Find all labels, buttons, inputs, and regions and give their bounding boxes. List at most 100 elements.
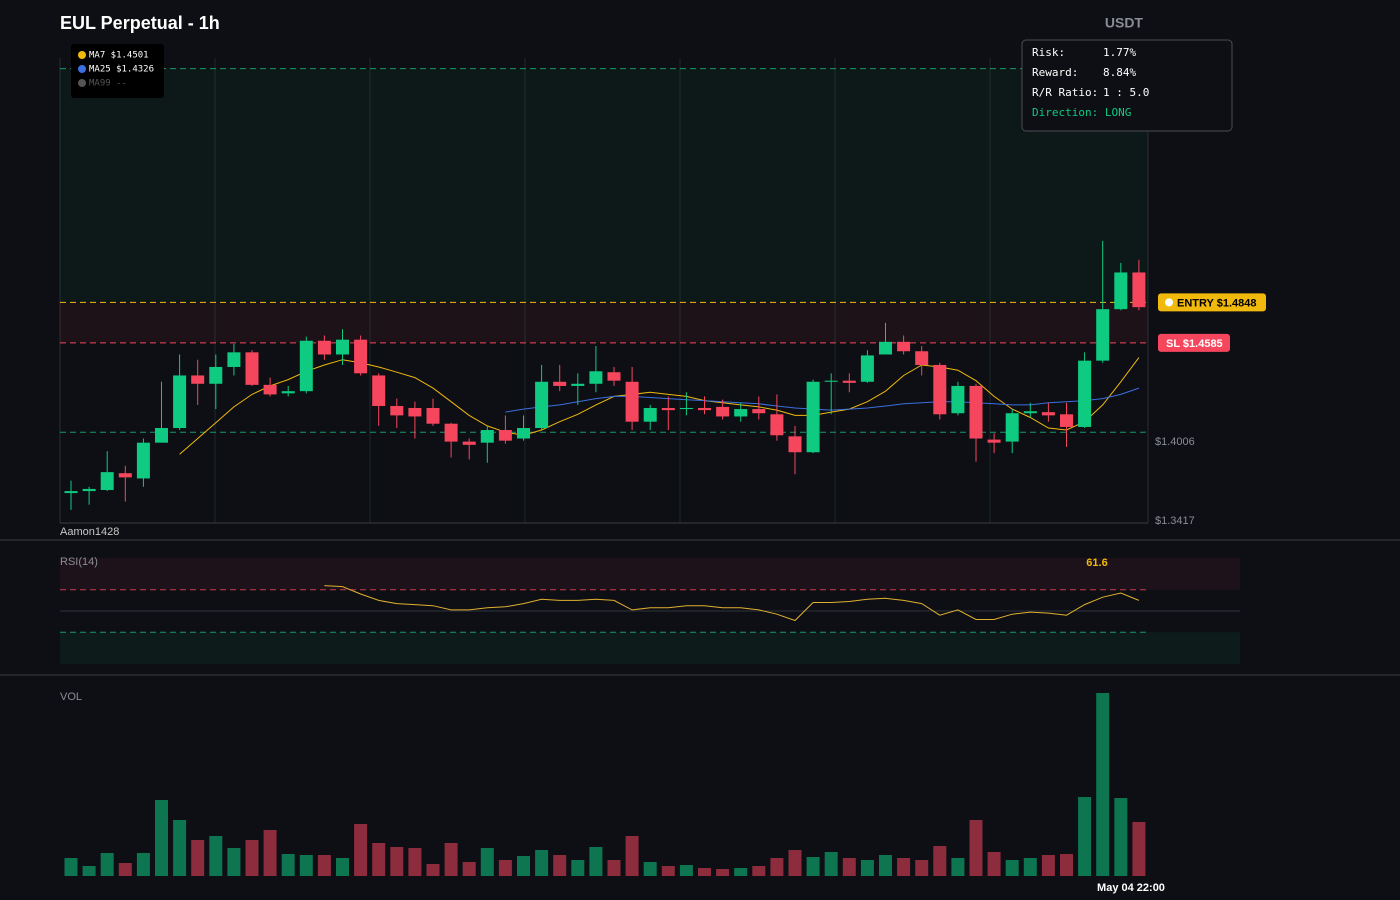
- volume-bar: [770, 858, 784, 876]
- risk-zone: [60, 302, 1148, 343]
- legend-box: [71, 44, 164, 98]
- overbought-zone: [60, 558, 1240, 590]
- candle-body: [462, 441, 476, 445]
- volume-bar: [1005, 860, 1019, 876]
- candle-body: [191, 375, 205, 384]
- candle-body: [734, 409, 748, 417]
- candle-body: [716, 406, 730, 417]
- ma-line: [505, 387, 1140, 413]
- candle-body: [1060, 414, 1073, 427]
- candle-body: [100, 472, 114, 491]
- candle-body: [245, 352, 259, 385]
- volume-bar: [535, 850, 549, 876]
- volume-bar: [191, 840, 205, 876]
- watermark: Aamon1428: [60, 526, 119, 538]
- risk-label: R/R Ratio:: [1032, 86, 1098, 99]
- volume-bar: [752, 866, 766, 876]
- candle-body: [480, 430, 494, 443]
- volume-bar: [82, 866, 96, 876]
- risk-value: 8.84%: [1103, 66, 1136, 79]
- candle-body: [82, 488, 96, 492]
- volume-bar: [498, 860, 512, 876]
- candle-body: [64, 491, 78, 494]
- volume-bar: [155, 800, 168, 876]
- tag-dot: [1165, 298, 1173, 307]
- candle-body: [915, 351, 929, 365]
- candle-body: [987, 439, 1001, 443]
- volume-bar: [299, 855, 313, 876]
- volume-bar: [897, 858, 911, 876]
- ma-line: [179, 357, 1140, 455]
- candle-body: [625, 381, 639, 422]
- candle-body: [498, 430, 512, 441]
- volume-bar: [281, 854, 295, 876]
- panel-title: VOL: [60, 691, 82, 703]
- panel-title: RSI(14): [60, 556, 98, 568]
- risk-label: Reward:: [1032, 66, 1078, 79]
- candle-body: [752, 409, 766, 414]
- candle-body: [390, 405, 404, 416]
- volume-bar: [842, 858, 856, 876]
- volume-bar: [951, 858, 965, 876]
- candle-body: [336, 339, 349, 355]
- candle-body: [824, 380, 838, 382]
- candle-body: [227, 352, 241, 367]
- volume-bar: [390, 847, 404, 876]
- volume-bar: [607, 860, 621, 876]
- legend-swatch: [78, 79, 86, 87]
- volume-bar: [480, 848, 494, 876]
- risk-box: [1021, 39, 1233, 132]
- volume-bar: [716, 869, 730, 876]
- legend-label: MA7 $1.4501: [89, 51, 149, 61]
- price-tag-label: ENTRY $1.4848: [1177, 297, 1257, 309]
- volume-bar: [860, 860, 874, 876]
- candle-body: [661, 407, 675, 411]
- volume-bar: [173, 820, 187, 876]
- candle-body: [118, 473, 132, 478]
- candle-body: [136, 442, 150, 479]
- y-tick-label: $1.4006: [1155, 436, 1195, 448]
- volume-bar: [245, 840, 259, 876]
- risk-value: 1.77%: [1103, 46, 1136, 59]
- volume-bar: [625, 836, 639, 876]
- legend-swatch: [78, 65, 86, 73]
- candle-body: [1114, 272, 1128, 310]
- candle-body: [209, 366, 223, 384]
- volume-bar: [1132, 822, 1146, 876]
- candle-body: [770, 414, 784, 436]
- candle-body: [299, 340, 313, 392]
- volume-bar: [661, 866, 675, 876]
- volume-bar: [788, 850, 802, 876]
- volume-bar: [806, 857, 820, 876]
- volume-bar: [589, 847, 603, 876]
- candle-body: [1023, 411, 1037, 414]
- candle-body: [354, 339, 368, 374]
- candle-body: [173, 375, 187, 429]
- volume-bar: [408, 848, 422, 876]
- candle-body: [1132, 272, 1146, 308]
- volume-bar: [317, 855, 331, 876]
- volume-bar: [915, 860, 929, 876]
- candle-body: [897, 341, 911, 352]
- candle-body: [806, 381, 820, 453]
- volume-bar: [444, 843, 458, 876]
- volume-bar: [1078, 797, 1092, 876]
- legend-label: MA99 --: [89, 79, 127, 89]
- volume-bar: [227, 848, 241, 876]
- candle-body: [1078, 360, 1092, 427]
- candle-body: [842, 380, 856, 383]
- volume-bar: [879, 855, 892, 876]
- candle-body: [860, 355, 874, 382]
- volume-bar: [1060, 854, 1073, 876]
- candle-body: [535, 381, 549, 429]
- direction: Direction: LONG: [1032, 106, 1131, 119]
- candle-body: [969, 385, 983, 439]
- candle-body: [933, 364, 947, 415]
- volume-bar: [734, 868, 748, 876]
- candle-body: [1096, 309, 1110, 361]
- candle-body: [788, 436, 802, 453]
- volume-bar: [571, 860, 585, 876]
- volume-bar: [679, 865, 693, 876]
